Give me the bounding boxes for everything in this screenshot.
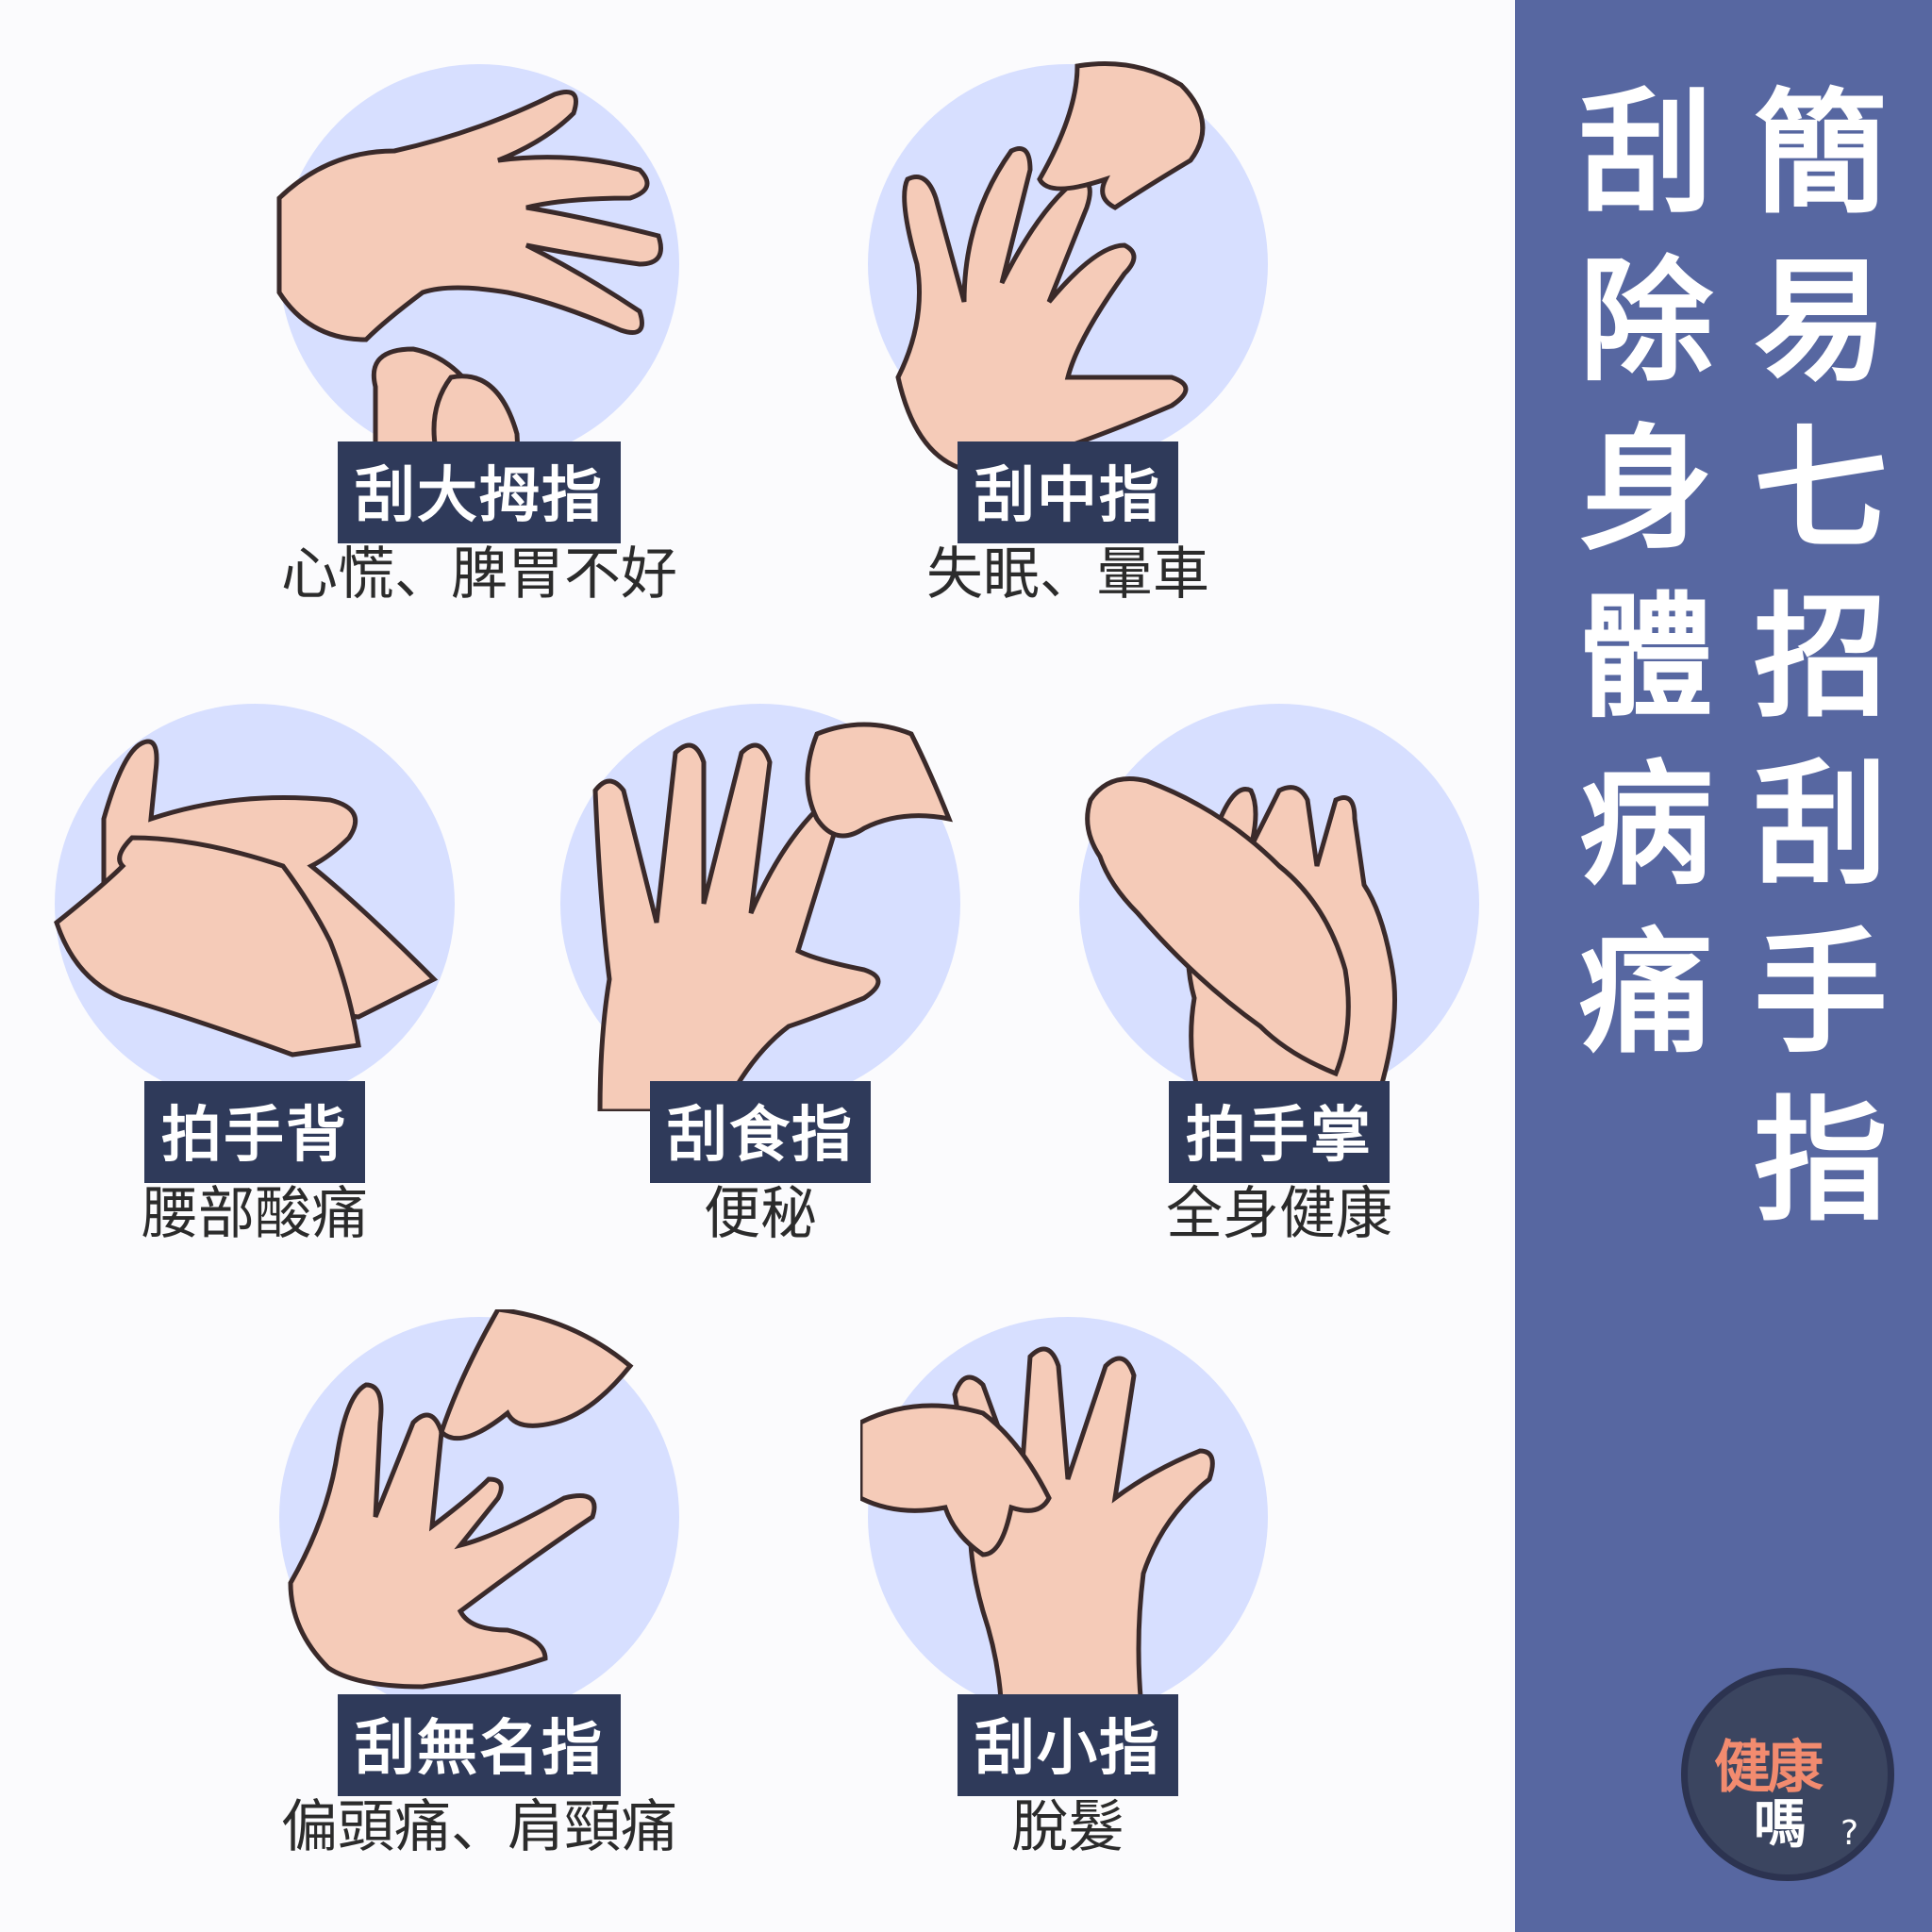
title-char: 招	[1754, 580, 1888, 736]
technique-effect: 失眠、暈車	[926, 541, 1209, 608]
hand-illustration-index	[553, 696, 968, 1111]
technique-label: 拍手背	[144, 1081, 365, 1183]
hand-illustration-middle	[860, 57, 1275, 472]
technique-card-middle: 刮中指 失眠、暈車	[860, 57, 1275, 641]
title-char: 體	[1579, 580, 1713, 736]
technique-card-thumb: 刮大拇指 心慌、脾胃不好	[272, 57, 687, 641]
logo-text-line2: 嗎	[1754, 1794, 1807, 1856]
technique-effect: 全身健康	[1166, 1181, 1392, 1247]
title-char: 簡	[1754, 76, 1888, 232]
hand-illustration-back	[47, 696, 462, 1111]
technique-card-ring: 刮無名指 偏頭痛、肩頸痛	[272, 1309, 687, 1894]
technique-card-palm: 拍手掌 全身健康	[1072, 696, 1487, 1281]
logo-text-line1: 健康	[1714, 1735, 1824, 1801]
title-char: 手	[1754, 916, 1888, 1072]
technique-effect: 便秘	[704, 1181, 817, 1247]
hand-illustration-thumb	[272, 57, 687, 472]
technique-label: 刮中指	[958, 441, 1178, 543]
hand-illustration-palm	[1072, 696, 1487, 1111]
title-char: 七	[1754, 412, 1888, 568]
technique-effect: 腰部酸痛	[142, 1181, 368, 1247]
technique-effect: 脫髮	[1011, 1794, 1124, 1860]
technique-label: 刮大拇指	[338, 441, 621, 543]
title-char: 指	[1754, 1084, 1888, 1240]
technique-effect: 偏頭痛、肩頸痛	[281, 1794, 677, 1860]
hand-illustration-little	[860, 1309, 1275, 1724]
technique-label: 刮食指	[650, 1081, 871, 1183]
title-char: 病	[1579, 748, 1713, 904]
title-char: 易	[1754, 244, 1888, 400]
technique-effect: 心慌、脾胃不好	[281, 541, 677, 608]
title-sidebar	[1515, 0, 1932, 1932]
title-column-right: 簡 易 七 招 刮 手 指	[1740, 71, 1901, 1246]
technique-card-index: 刮食指 便秘	[553, 696, 968, 1281]
technique-label: 刮無名指	[338, 1694, 621, 1796]
hand-illustration-ring	[272, 1309, 687, 1724]
title-char: 痛	[1579, 916, 1713, 1072]
title-char: 刮	[1754, 748, 1888, 904]
technique-label: 刮小指	[958, 1694, 1178, 1796]
title-char: 刮	[1579, 76, 1713, 232]
technique-label: 拍手掌	[1169, 1081, 1390, 1183]
title-column-left: 刮 除 身 體 病 痛	[1566, 71, 1726, 1078]
technique-card-little: 刮小指 脫髮	[860, 1309, 1275, 1894]
title-char: 除	[1579, 244, 1713, 400]
technique-card-back: 拍手背 腰部酸痛	[47, 696, 462, 1281]
title-char: 身	[1579, 412, 1713, 568]
brand-logo: 健康 嗎 ?	[1681, 1668, 1894, 1881]
logo-question-mark: ?	[1840, 1814, 1859, 1853]
